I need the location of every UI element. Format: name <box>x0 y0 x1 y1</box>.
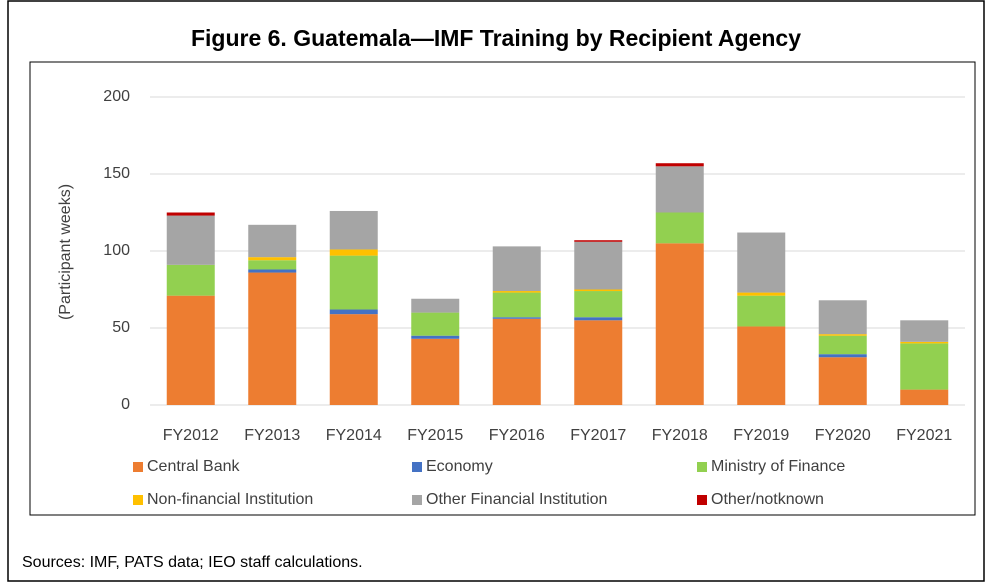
x-tick-label: FY2012 <box>163 427 219 444</box>
bar-segment <box>818 334 867 336</box>
legend-label: Other Financial Institution <box>426 491 607 508</box>
bar-segment <box>655 243 704 405</box>
bar-segment <box>737 292 786 296</box>
y-tick-label: 50 <box>112 319 130 336</box>
bar-segment <box>248 272 297 405</box>
bar-segment <box>329 210 378 250</box>
plot-frame <box>29 61 976 516</box>
bar-segment <box>900 320 949 342</box>
bar-segment <box>900 343 949 390</box>
x-tick-label: FY2015 <box>407 427 463 444</box>
legend-label: Non-financial Institution <box>147 491 313 508</box>
bar-segment <box>655 166 704 213</box>
chart-title: Figure 6. Guatemala—IMF Training by Reci… <box>191 25 801 51</box>
bar-segment <box>411 312 460 336</box>
bar-segment <box>492 292 541 318</box>
bar-segment <box>492 291 541 293</box>
legend-swatch <box>133 462 143 472</box>
bar-segment <box>574 320 623 405</box>
bar-segment <box>166 264 215 296</box>
bar-segment <box>329 255 378 310</box>
bar-segment <box>900 341 949 344</box>
bar-segment <box>329 309 378 315</box>
y-tick-label: 200 <box>103 88 130 105</box>
legend-label: Economy <box>426 458 493 475</box>
x-tick-label: FY2018 <box>652 427 708 444</box>
bar-segment <box>329 249 378 256</box>
y-tick-label: 0 <box>121 396 130 413</box>
bar-segment <box>818 335 867 355</box>
bar-segment <box>818 357 867 405</box>
legend-label: Central Bank <box>147 458 240 475</box>
bar-segment <box>655 212 704 244</box>
bar-segment <box>655 163 704 167</box>
x-tick-label: FY2016 <box>489 427 545 444</box>
bar-segment <box>166 212 215 216</box>
bar-segment <box>574 241 623 290</box>
bar-segment <box>574 291 623 318</box>
outer-frame <box>7 0 985 582</box>
bar-segment <box>411 298 460 313</box>
x-tick-label: FY2013 <box>244 427 300 444</box>
bar-segment <box>574 240 623 242</box>
y-tick-label: 150 <box>103 165 130 182</box>
bar-segment <box>574 317 623 321</box>
bar-segment <box>248 269 297 273</box>
bar-segment <box>248 257 297 261</box>
bar-segment <box>574 289 623 292</box>
legend-label: Other/notknown <box>711 491 824 508</box>
y-tick-label: 100 <box>103 242 130 259</box>
legend-swatch <box>133 495 143 505</box>
x-tick-label: FY2014 <box>326 427 382 444</box>
bar-segment <box>492 317 541 319</box>
x-tick-label: FY2021 <box>896 427 952 444</box>
bar-segment <box>492 246 541 292</box>
bar-segment <box>737 326 786 405</box>
bar-segment <box>166 295 215 405</box>
bar-segment <box>737 295 786 327</box>
legend-swatch <box>412 495 422 505</box>
bar-segment <box>492 318 541 405</box>
legend-label: Ministry of Finance <box>711 458 845 475</box>
x-tick-label: FY2020 <box>815 427 871 444</box>
bar-segment <box>329 314 378 405</box>
bar-segment <box>818 300 867 335</box>
x-tick-label: FY2019 <box>733 427 789 444</box>
x-tick-label: FY2017 <box>570 427 626 444</box>
bar-segment <box>248 260 297 270</box>
bar-segment <box>818 354 867 358</box>
legend-swatch <box>697 495 707 505</box>
legend-swatch <box>412 462 422 472</box>
bar-segment <box>900 389 949 405</box>
bar-segment <box>248 224 297 258</box>
y-axis-label: (Participant weeks) <box>57 184 74 320</box>
bar-segment <box>166 215 215 265</box>
source-note: Sources: IMF, PATS data; IEO staff calcu… <box>22 554 363 571</box>
bar-segment <box>411 335 460 339</box>
legend-swatch <box>697 462 707 472</box>
bar-segment <box>737 232 786 293</box>
bar-segment <box>411 338 460 405</box>
